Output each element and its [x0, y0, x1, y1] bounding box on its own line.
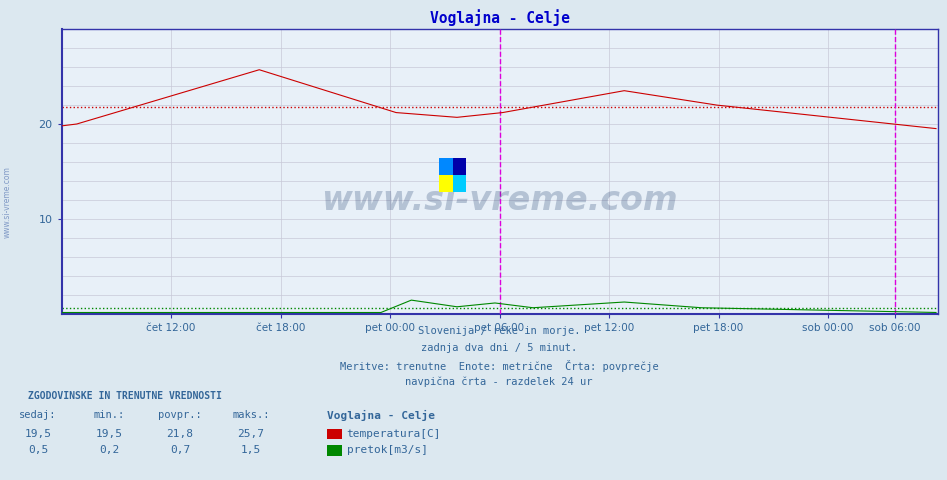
Text: zadnja dva dni / 5 minut.: zadnja dva dni / 5 minut. — [421, 343, 577, 353]
Text: ZGODOVINSKE IN TRENUTNE VREDNOSTI: ZGODOVINSKE IN TRENUTNE VREDNOSTI — [28, 391, 223, 401]
Text: sedaj:: sedaj: — [19, 410, 57, 420]
Text: Voglajna - Celje: Voglajna - Celje — [327, 410, 435, 421]
Text: 1,5: 1,5 — [241, 445, 261, 456]
Text: 19,5: 19,5 — [96, 429, 122, 439]
Text: www.si-vreme.com: www.si-vreme.com — [321, 184, 678, 216]
Text: povpr.:: povpr.: — [158, 410, 202, 420]
Text: Meritve: trenutne  Enote: metrične  Črta: povprečje: Meritve: trenutne Enote: metrične Črta: … — [340, 360, 658, 372]
Text: navpična črta - razdelek 24 ur: navpična črta - razdelek 24 ur — [405, 377, 593, 387]
Text: pretok[m3/s]: pretok[m3/s] — [347, 445, 428, 456]
Text: min.:: min.: — [94, 410, 124, 420]
Text: 19,5: 19,5 — [25, 429, 51, 439]
Text: 0,7: 0,7 — [170, 445, 190, 456]
Text: 0,2: 0,2 — [98, 445, 119, 456]
Text: 25,7: 25,7 — [238, 429, 264, 439]
Title: Voglajna - Celje: Voglajna - Celje — [430, 10, 569, 26]
Text: 21,8: 21,8 — [167, 429, 193, 439]
Text: www.si-vreme.com: www.si-vreme.com — [3, 166, 12, 238]
Text: temperatura[C]: temperatura[C] — [347, 429, 441, 439]
Text: Slovenija / reke in morje.: Slovenija / reke in morje. — [418, 326, 581, 336]
Text: maks.:: maks.: — [232, 410, 270, 420]
Text: 0,5: 0,5 — [27, 445, 48, 456]
